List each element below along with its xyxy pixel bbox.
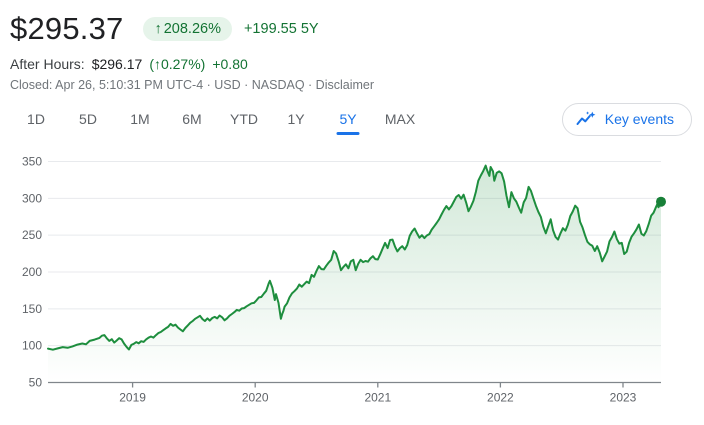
current-price: $295.37 <box>10 11 124 46</box>
change-absolute: +199.55 5Y <box>243 21 319 37</box>
tab-max[interactable]: MAX <box>380 103 420 135</box>
market-status-row: Closed: Apr 26, 5:10:31 PM UTC-4 · USD ·… <box>0 78 704 92</box>
after-hours-row: After Hours: $296.17 (↑0.27%) +0.80 <box>0 56 704 72</box>
x-axis-label: 2023 <box>610 391 637 405</box>
y-axis-label: 50 <box>29 376 43 390</box>
y-axis-label: 350 <box>22 155 42 169</box>
tab-5d[interactable]: 5D <box>68 103 108 135</box>
key-events-button[interactable]: Key events <box>561 102 692 136</box>
x-axis-label: 2020 <box>242 391 269 405</box>
tab-ytd[interactable]: YTD <box>224 103 264 135</box>
tab-1d[interactable]: 1D <box>16 103 56 135</box>
after-hours-change-abs: +0.80 <box>212 56 248 72</box>
time-range-tabs: 1D 5D 1M 6M YTD 1Y 5Y MAX <box>16 103 420 135</box>
price-line <box>47 164 662 351</box>
after-hours-change-percent: (↑0.27%) <box>149 56 206 72</box>
change-percent-badge: ↑ 208.26% <box>143 17 232 41</box>
chart-area: 50 100 150 200 250 300 350 2019 2020 2021 2022 2023 <box>0 145 704 420</box>
key-events-label: Key events <box>604 111 674 127</box>
chart-toolbar: 1D 5D 1M 6M YTD 1Y 5Y MAX Key events <box>0 102 704 136</box>
y-axis-label: 150 <box>22 302 42 316</box>
after-hours-price: $296.17 <box>91 56 143 72</box>
y-axis-label: 200 <box>22 265 42 279</box>
price-chart[interactable]: 50 100 150 200 250 300 350 2019 2020 2021 2022 2023 <box>0 145 704 420</box>
after-hours-label: After Hours: <box>10 56 85 72</box>
x-axis-label: 2019 <box>119 391 146 405</box>
x-axis-label: 2021 <box>364 391 391 405</box>
price-header: $295.37 ↑ 208.26% +199.55 5Y After Hours… <box>0 0 704 92</box>
tab-5y[interactable]: 5Y <box>328 103 368 135</box>
area-fill <box>48 165 661 383</box>
key-events-icon <box>576 110 596 125</box>
market-status-text: Closed: Apr 26, 5:10:31 PM UTC-4 · USD ·… <box>10 78 313 92</box>
up-arrow-icon: ↑ <box>154 21 162 37</box>
latest-price-dot <box>656 196 666 207</box>
change-percent: 208.26% <box>163 21 221 37</box>
tab-1m[interactable]: 1M <box>120 103 160 135</box>
tab-6m[interactable]: 6M <box>172 103 212 135</box>
disclaimer-link[interactable]: Disclaimer <box>315 78 375 92</box>
y-axis-label: 100 <box>22 339 42 353</box>
y-axis-label: 250 <box>22 228 42 242</box>
x-axis-label: 2022 <box>487 391 514 405</box>
y-axis-label: 300 <box>22 191 42 205</box>
tab-1y[interactable]: 1Y <box>276 103 316 135</box>
price-row: $295.37 ↑ 208.26% +199.55 5Y <box>0 0 704 48</box>
